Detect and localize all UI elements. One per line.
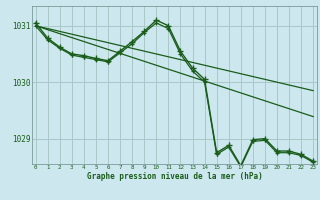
- X-axis label: Graphe pression niveau de la mer (hPa): Graphe pression niveau de la mer (hPa): [86, 172, 262, 181]
